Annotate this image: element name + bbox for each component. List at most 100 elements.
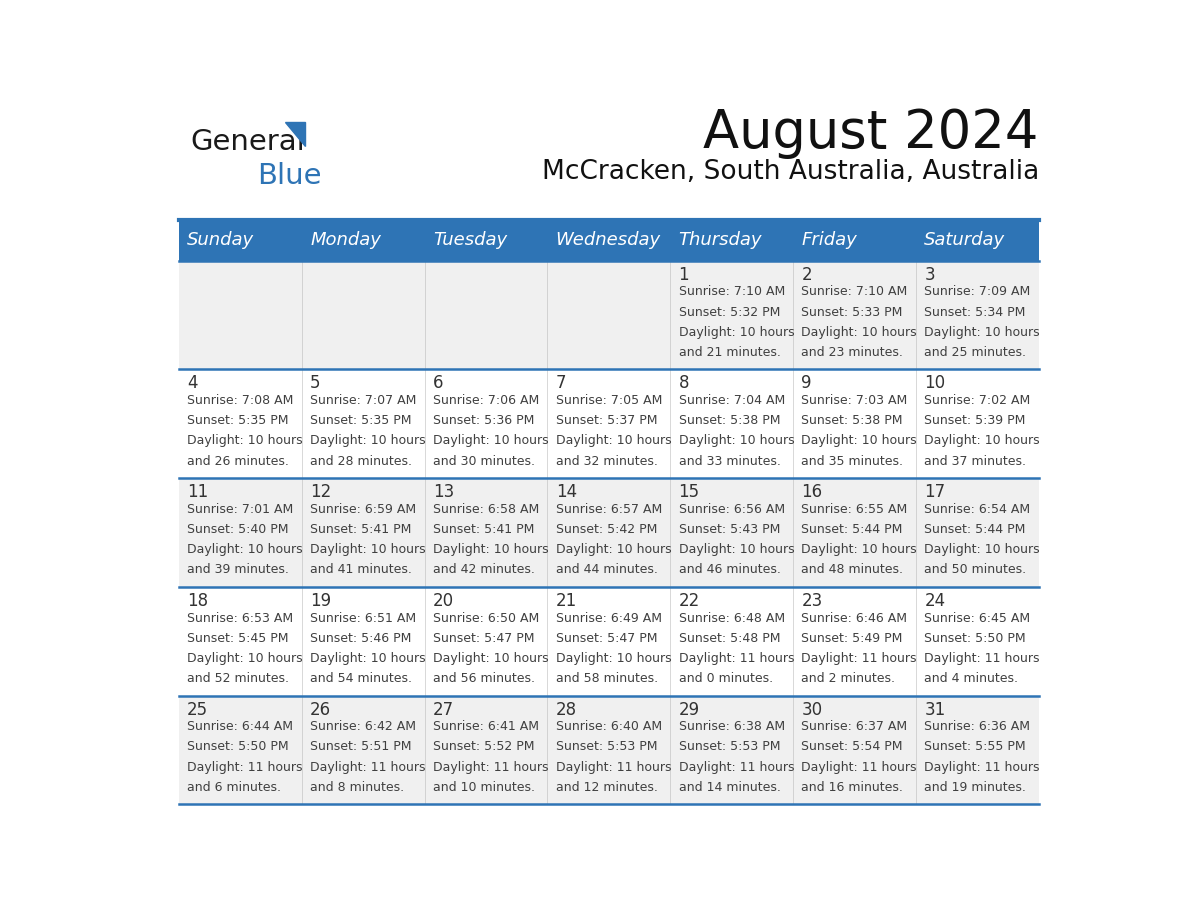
Bar [548,261,670,369]
Text: 9: 9 [802,375,811,392]
Text: Sunset: 5:32 PM: Sunset: 5:32 PM [678,306,781,319]
Text: and 50 minutes.: and 50 minutes. [924,564,1026,577]
Text: Sunrise: 6:44 AM: Sunrise: 6:44 AM [188,721,293,733]
Bar [670,219,794,261]
Text: 26: 26 [310,700,331,719]
Text: Sunrise: 7:04 AM: Sunrise: 7:04 AM [678,394,785,408]
Text: and 10 minutes.: and 10 minutes. [432,780,535,794]
Bar [548,219,670,261]
Bar [794,261,916,369]
Text: Daylight: 10 hours: Daylight: 10 hours [432,434,549,447]
Text: Sunset: 5:34 PM: Sunset: 5:34 PM [924,306,1025,319]
Text: and 26 minutes.: and 26 minutes. [188,454,289,467]
Text: 21: 21 [556,592,577,610]
Text: Sunset: 5:53 PM: Sunset: 5:53 PM [556,741,657,754]
Text: Sunset: 5:36 PM: Sunset: 5:36 PM [432,414,535,427]
Text: Sunrise: 6:41 AM: Sunrise: 6:41 AM [432,721,539,733]
Text: Blue: Blue [257,162,322,190]
Bar [302,219,424,261]
Text: Sunrise: 7:03 AM: Sunrise: 7:03 AM [802,394,908,408]
Text: Sunset: 5:54 PM: Sunset: 5:54 PM [802,741,903,754]
Text: Daylight: 11 hours: Daylight: 11 hours [678,652,794,665]
Text: Daylight: 10 hours: Daylight: 10 hours [188,543,303,556]
Text: and 44 minutes.: and 44 minutes. [556,564,658,577]
Text: Daylight: 10 hours: Daylight: 10 hours [310,652,425,665]
Text: Daylight: 10 hours: Daylight: 10 hours [310,543,425,556]
Text: 22: 22 [678,592,700,610]
Text: Saturday: Saturday [924,231,1005,249]
Text: and 25 minutes.: and 25 minutes. [924,346,1026,359]
Text: and 41 minutes.: and 41 minutes. [310,564,412,577]
Text: 18: 18 [188,592,208,610]
Text: Daylight: 10 hours: Daylight: 10 hours [188,652,303,665]
Bar [424,478,548,587]
Bar [302,261,424,369]
Text: Sunrise: 6:49 AM: Sunrise: 6:49 AM [556,611,662,624]
Text: and 56 minutes.: and 56 minutes. [432,672,535,685]
Text: and 33 minutes.: and 33 minutes. [678,454,781,467]
Bar [179,369,302,478]
Text: Daylight: 10 hours: Daylight: 10 hours [678,543,795,556]
Text: Sunset: 5:47 PM: Sunset: 5:47 PM [432,632,535,644]
Text: 31: 31 [924,700,946,719]
Bar [670,587,794,696]
Text: Daylight: 10 hours: Daylight: 10 hours [802,543,917,556]
Text: and 16 minutes.: and 16 minutes. [802,780,903,794]
Bar [548,696,670,804]
Text: and 48 minutes.: and 48 minutes. [802,564,903,577]
Text: Sunrise: 7:10 AM: Sunrise: 7:10 AM [802,285,908,298]
Text: Sunset: 5:38 PM: Sunset: 5:38 PM [678,414,781,427]
Text: 17: 17 [924,483,946,501]
Text: 2: 2 [802,265,813,284]
Bar [916,478,1038,587]
Text: Wednesday: Wednesday [556,231,661,249]
Text: and 42 minutes.: and 42 minutes. [432,564,535,577]
Text: Sunset: 5:49 PM: Sunset: 5:49 PM [802,632,903,644]
Text: Sunday: Sunday [188,231,254,249]
Polygon shape [285,122,305,145]
Text: Daylight: 10 hours: Daylight: 10 hours [678,434,795,447]
Text: and 39 minutes.: and 39 minutes. [188,564,289,577]
Bar [302,587,424,696]
Text: Sunrise: 6:42 AM: Sunrise: 6:42 AM [310,721,416,733]
Text: Sunset: 5:33 PM: Sunset: 5:33 PM [802,306,903,319]
Text: Daylight: 10 hours: Daylight: 10 hours [924,326,1040,339]
Text: Daylight: 10 hours: Daylight: 10 hours [556,543,671,556]
Bar [548,478,670,587]
Text: Sunrise: 6:54 AM: Sunrise: 6:54 AM [924,503,1030,516]
Bar [794,587,916,696]
Text: Daylight: 11 hours: Daylight: 11 hours [188,760,303,774]
Text: Sunset: 5:41 PM: Sunset: 5:41 PM [310,523,411,536]
Text: and 58 minutes.: and 58 minutes. [556,672,658,685]
Bar [179,261,302,369]
Bar [548,587,670,696]
Text: Sunset: 5:47 PM: Sunset: 5:47 PM [556,632,657,644]
Bar [916,696,1038,804]
Bar [916,261,1038,369]
Text: Sunrise: 6:58 AM: Sunrise: 6:58 AM [432,503,539,516]
Text: Monday: Monday [310,231,381,249]
Text: and 6 minutes.: and 6 minutes. [188,780,282,794]
Text: 3: 3 [924,265,935,284]
Bar [916,587,1038,696]
Text: Sunrise: 7:08 AM: Sunrise: 7:08 AM [188,394,293,408]
Text: Sunset: 5:40 PM: Sunset: 5:40 PM [188,523,289,536]
Text: 20: 20 [432,592,454,610]
Bar [670,261,794,369]
Text: Sunset: 5:48 PM: Sunset: 5:48 PM [678,632,781,644]
Text: 27: 27 [432,700,454,719]
Text: and 28 minutes.: and 28 minutes. [310,454,412,467]
Text: Sunset: 5:42 PM: Sunset: 5:42 PM [556,523,657,536]
Text: 8: 8 [678,375,689,392]
Bar [794,219,916,261]
Text: and 4 minutes.: and 4 minutes. [924,672,1018,685]
Text: Sunset: 5:55 PM: Sunset: 5:55 PM [924,741,1026,754]
Text: 19: 19 [310,592,331,610]
Text: 12: 12 [310,483,331,501]
Text: and 30 minutes.: and 30 minutes. [432,454,535,467]
Text: Sunrise: 6:48 AM: Sunrise: 6:48 AM [678,611,785,624]
Text: Sunset: 5:38 PM: Sunset: 5:38 PM [802,414,903,427]
Text: Sunrise: 6:40 AM: Sunrise: 6:40 AM [556,721,662,733]
Text: 4: 4 [188,375,197,392]
Text: and 19 minutes.: and 19 minutes. [924,780,1026,794]
